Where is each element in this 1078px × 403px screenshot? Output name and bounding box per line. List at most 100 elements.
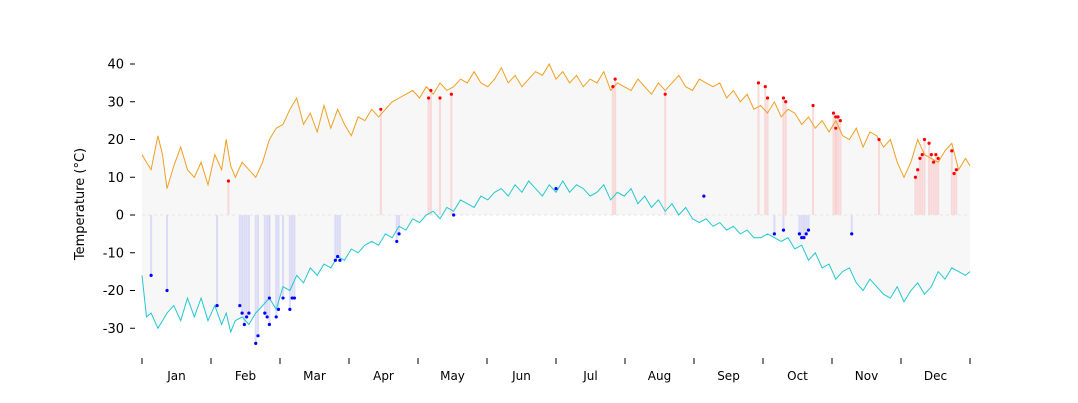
record-low-point xyxy=(265,315,269,319)
x-axis: Jan Feb Mar Apr May Jun Jul Aug Sep Oct Nov Dec xyxy=(141,358,971,383)
record-low-point xyxy=(238,304,242,308)
x-tick-label: May xyxy=(440,369,465,383)
record-low-bar xyxy=(800,215,803,238)
y-tick-label: -20 xyxy=(103,284,124,299)
record-high-point xyxy=(765,96,770,100)
record-high-bar xyxy=(955,169,958,215)
record-high-bar xyxy=(914,177,917,215)
x-tick-label: Feb xyxy=(235,369,256,383)
record-high-point xyxy=(913,175,918,179)
record-low-point xyxy=(397,232,401,236)
record-low-point xyxy=(276,307,281,311)
record-high-point xyxy=(427,96,431,100)
record-low-bar xyxy=(241,215,244,314)
record-high-bar xyxy=(916,169,919,215)
record-low-bar xyxy=(243,215,246,325)
record-high-point xyxy=(922,137,927,142)
record-high-point xyxy=(934,153,938,157)
x-tick-label: Aug xyxy=(648,369,671,383)
record-low-point xyxy=(772,232,776,236)
record-low-point xyxy=(245,315,249,319)
record-low-point xyxy=(267,296,271,300)
record-low-bar xyxy=(257,215,260,336)
record-high-point xyxy=(838,119,842,123)
record-high-point xyxy=(929,153,933,157)
record-high-point xyxy=(918,156,922,160)
record-high-bar xyxy=(450,94,453,215)
record-high-bar xyxy=(438,97,441,215)
record-high-point xyxy=(379,107,383,111)
record-high-bar xyxy=(766,97,769,215)
record-low-point xyxy=(702,194,706,198)
x-tick-label: Apr xyxy=(373,369,394,383)
x-tick-label: Oct xyxy=(787,369,808,383)
x-tick-label: Jul xyxy=(582,369,597,383)
record-low-bar xyxy=(291,215,294,299)
record-high-bar xyxy=(427,97,430,215)
record-high-point xyxy=(763,85,767,89)
y-tick-label: -10 xyxy=(103,246,124,261)
record-high-point xyxy=(927,141,931,145)
record-low-point xyxy=(850,232,854,236)
record-low-point xyxy=(804,232,808,236)
record-high-bar xyxy=(878,139,881,215)
record-low-point xyxy=(288,307,292,311)
record-high-bar xyxy=(950,150,953,215)
record-low-point xyxy=(256,334,260,338)
record-low-point xyxy=(254,341,258,345)
record-high-point xyxy=(784,100,788,104)
record-high-bar xyxy=(832,113,835,215)
shade-layer xyxy=(142,64,970,344)
record-low-bar xyxy=(334,215,337,261)
record-high-bar xyxy=(757,82,760,215)
y-tick-label: 20 xyxy=(107,133,124,148)
record-low-point xyxy=(333,258,337,262)
record-low-point xyxy=(240,311,244,315)
record-low-point xyxy=(149,273,153,277)
high-fill xyxy=(142,64,970,215)
y-tick-label: 30 xyxy=(107,95,124,110)
high-series-line xyxy=(141,62,971,189)
record-high-point xyxy=(831,111,836,115)
record-high-bar xyxy=(379,109,382,215)
low-series-line xyxy=(141,180,971,334)
record-high-bar xyxy=(839,120,842,215)
record-high-bar xyxy=(921,154,924,215)
record-low-point xyxy=(263,311,267,315)
record-low-bar xyxy=(238,215,241,306)
record-high-bar xyxy=(782,97,785,215)
record-low-point xyxy=(281,296,285,300)
x-tick-label: Dec xyxy=(924,369,947,383)
record-low-point xyxy=(292,296,297,300)
record-high-point xyxy=(756,81,761,85)
record-low-bar xyxy=(266,215,269,317)
record-high-point xyxy=(920,153,924,157)
record-low-bar xyxy=(263,215,266,314)
y-axis-title: Temperature (°C) xyxy=(73,148,88,261)
record-low-point xyxy=(452,213,456,217)
record-high-point xyxy=(663,92,667,96)
record-low-bar xyxy=(336,215,339,257)
record-low-bar xyxy=(398,215,401,234)
record-low-point xyxy=(806,228,811,232)
record-low-bar xyxy=(293,215,296,299)
record-high-bar xyxy=(429,90,432,215)
record-high-bar xyxy=(611,86,614,216)
y-tick-label: 40 xyxy=(107,58,124,73)
record-low-bar xyxy=(338,215,341,261)
record-low-point xyxy=(274,315,278,319)
record-low-bar xyxy=(247,215,250,314)
record-low-point xyxy=(267,322,271,327)
record-low-point xyxy=(290,296,294,300)
record-high-point xyxy=(834,115,838,119)
record-high-bar xyxy=(937,158,940,215)
record-low-bar xyxy=(288,215,291,310)
record-high-bar xyxy=(812,105,815,215)
record-low-bar xyxy=(254,215,257,344)
record-low-bar xyxy=(395,215,398,242)
x-tick-label: Jan xyxy=(166,369,186,383)
record-low-bar xyxy=(166,215,169,291)
record-low-point xyxy=(338,258,342,262)
record-high-bar xyxy=(928,143,931,215)
